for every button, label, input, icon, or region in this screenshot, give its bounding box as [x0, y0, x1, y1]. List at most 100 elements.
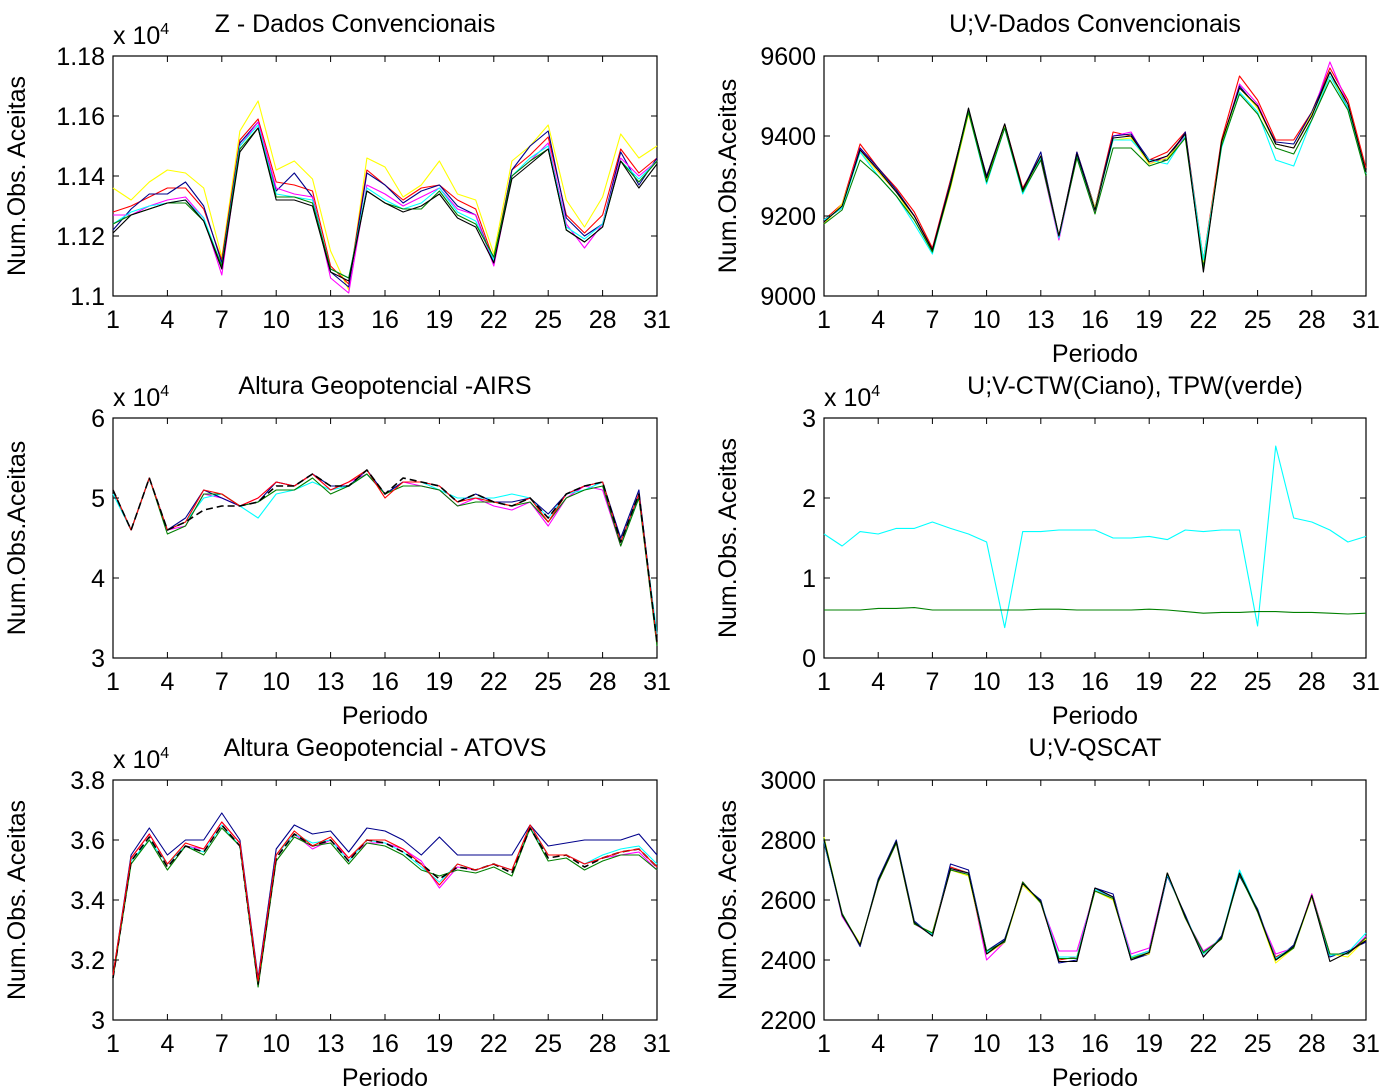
x-tick-label: 19	[425, 668, 453, 696]
x-tick-label: 13	[1027, 668, 1055, 696]
x-tick-label: 25	[1244, 668, 1272, 696]
y-tick-label: 2600	[760, 887, 816, 915]
series-line-6	[112, 469, 658, 643]
x-tick-label: 16	[1081, 668, 1109, 696]
chart-2: 1 4 7 10 13 16 19 22 25 28 31 9000 9200 9400 9600 U;V-D…	[714, 10, 1380, 368]
series-line-1	[112, 812, 658, 979]
x-tick-label: 10	[262, 1030, 290, 1058]
x-tick-label: 4	[160, 668, 174, 696]
chart-title: Altura Geopotencial - ATOVS	[224, 734, 547, 762]
x-tick-label: 13	[1027, 1030, 1055, 1058]
x-axis-label: Periodo	[342, 1064, 428, 1091]
y-tick-label: 3	[91, 645, 105, 673]
axis-multiplier-exponent: 4	[871, 383, 880, 400]
x-tick-label: 31	[643, 1030, 671, 1058]
x-tick-label: 16	[371, 306, 399, 334]
x-tick-label: 31	[1352, 1030, 1380, 1058]
y-tick-label: 9400	[760, 123, 816, 151]
series-line-6	[112, 821, 658, 982]
axis-multiplier: x 104	[113, 21, 169, 50]
y-axis-label: Num.Obs. Aceitas	[3, 800, 31, 1000]
y-tick-label: 5	[91, 485, 105, 513]
x-tick-label: 16	[371, 668, 399, 696]
y-tick-label: 1.16	[56, 103, 105, 131]
plot-area	[823, 55, 1367, 297]
x-tick-label: 1	[106, 306, 120, 334]
x-axis-label: Periodo	[1052, 1064, 1138, 1091]
x-tick-label: 1	[106, 1030, 120, 1058]
x-tick-label: 13	[317, 668, 345, 696]
x-tick-label: 25	[1244, 306, 1272, 334]
x-tick-label: 7	[925, 1030, 939, 1058]
x-tick-label: 22	[1189, 668, 1217, 696]
axis-multiplier-exponent: 4	[160, 383, 169, 400]
plot-area	[823, 417, 1367, 659]
y-tick-label: 2200	[760, 1007, 816, 1035]
x-tick-label: 28	[1298, 306, 1326, 334]
x-tick-label: 22	[480, 306, 508, 334]
series-line-2	[824, 607, 1367, 615]
y-tick-label: 0	[802, 645, 816, 673]
x-tick-label: 22	[1189, 1030, 1217, 1058]
plot-area	[112, 417, 658, 659]
series-line-4	[112, 827, 658, 988]
x-tick-label: 7	[215, 1030, 229, 1058]
x-tick-label: 25	[534, 1030, 562, 1058]
y-tick-label: 3.6	[70, 827, 105, 855]
y-tick-label: 9000	[760, 283, 816, 311]
x-tick-label: 1	[817, 668, 831, 696]
chart-5: 1 4 7 10 13 16 19 22 25 28 31 3 3.2 3.4 3.6 3.8 x 104 Alt…	[3, 734, 671, 1091]
x-tick-label: 28	[1298, 1030, 1326, 1058]
y-tick-label: 1.12	[56, 223, 105, 251]
y-tick-label: 1.18	[56, 43, 105, 71]
x-tick-label: 10	[262, 306, 290, 334]
x-tick-label: 28	[589, 1030, 617, 1058]
x-axis-label: Periodo	[1052, 340, 1138, 368]
series-line-7	[823, 71, 1367, 273]
x-tick-label: 16	[1081, 306, 1109, 334]
x-tick-label: 7	[925, 668, 939, 696]
x-tick-label: 4	[871, 1030, 885, 1058]
y-tick-label: 3.2	[70, 947, 105, 975]
y-tick-label: 3.8	[70, 767, 105, 795]
chart-1: 1 4 7 10 13 16 19 22 25 28 31 1.1 1.12 1.14 1.16 1.18 x …	[3, 10, 671, 334]
x-tick-label: 31	[643, 306, 671, 334]
series-line-6	[823, 79, 1367, 269]
x-tick-label: 13	[317, 1030, 345, 1058]
series-line-1	[823, 445, 1367, 629]
y-tick-label: 9600	[760, 43, 816, 71]
series-line-7	[112, 127, 658, 282]
chart-title: U;V-Dados Convencionais	[949, 10, 1241, 38]
x-tick-label: 19	[425, 1030, 453, 1058]
y-tick-label: 2	[802, 485, 816, 513]
x-tick-label: 31	[643, 668, 671, 696]
y-tick-label: 6	[91, 405, 105, 433]
chart-title: U;V-CTW(Ciano), TPW(verde)	[967, 372, 1303, 400]
x-tick-label: 19	[1135, 1030, 1163, 1058]
y-tick-label: 3	[91, 1007, 105, 1035]
y-tick-label: 1	[802, 565, 816, 593]
x-tick-label: 22	[480, 1030, 508, 1058]
x-tick-label: 1	[817, 1030, 831, 1058]
x-tick-label: 7	[925, 306, 939, 334]
chart-title: U;V-QSCAT	[1029, 734, 1162, 762]
x-tick-label: 28	[1298, 668, 1326, 696]
y-tick-label: 3	[802, 405, 816, 433]
x-tick-label: 22	[1189, 306, 1217, 334]
x-axis-label: Periodo	[342, 702, 428, 730]
x-tick-label: 10	[973, 306, 1001, 334]
y-tick-label: 2400	[760, 947, 816, 975]
y-axis-label: Num.Obs.Aceitas	[3, 441, 31, 636]
axis-multiplier: x 104	[113, 383, 169, 412]
y-axis-label: Num.Obs.Aceitas	[714, 79, 742, 274]
axis-multiplier-exponent: 4	[160, 21, 169, 38]
x-tick-label: 25	[534, 668, 562, 696]
x-tick-label: 4	[160, 1030, 174, 1058]
x-tick-label: 4	[871, 306, 885, 334]
x-tick-label: 13	[1027, 306, 1055, 334]
series-line-3	[112, 121, 658, 288]
axis-multiplier: x 104	[824, 383, 880, 412]
chart-title: Altura Geopotencial -AIRS	[238, 372, 531, 400]
y-tick-label: 1.1	[70, 283, 105, 311]
